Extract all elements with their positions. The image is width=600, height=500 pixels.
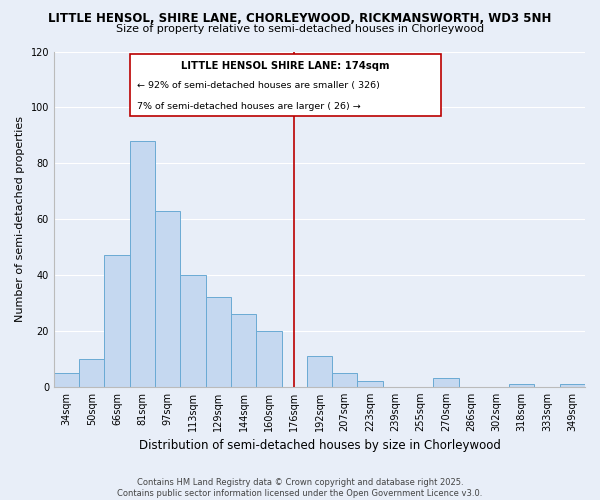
Text: LITTLE HENSOL, SHIRE LANE, CHORLEYWOOD, RICKMANSWORTH, WD3 5NH: LITTLE HENSOL, SHIRE LANE, CHORLEYWOOD, … xyxy=(49,12,551,26)
Bar xyxy=(79,359,104,387)
Bar xyxy=(54,373,79,387)
Bar xyxy=(509,384,535,387)
Text: LITTLE HENSOL SHIRE LANE: 174sqm: LITTLE HENSOL SHIRE LANE: 174sqm xyxy=(181,62,389,72)
Y-axis label: Number of semi-detached properties: Number of semi-detached properties xyxy=(15,116,25,322)
Bar xyxy=(560,384,585,387)
Bar xyxy=(433,378,458,387)
Text: ← 92% of semi-detached houses are smaller ( 326): ← 92% of semi-detached houses are smalle… xyxy=(137,81,380,90)
Bar xyxy=(231,314,256,387)
FancyBboxPatch shape xyxy=(130,54,441,116)
Bar xyxy=(307,356,332,387)
Bar xyxy=(104,256,130,387)
Text: 7% of semi-detached houses are larger ( 26) →: 7% of semi-detached houses are larger ( … xyxy=(137,102,361,111)
X-axis label: Distribution of semi-detached houses by size in Chorleywood: Distribution of semi-detached houses by … xyxy=(139,440,500,452)
Text: Size of property relative to semi-detached houses in Chorleywood: Size of property relative to semi-detach… xyxy=(116,24,484,34)
Bar xyxy=(130,141,155,387)
Bar xyxy=(181,275,206,387)
Bar xyxy=(256,331,281,387)
Bar xyxy=(332,373,358,387)
Bar xyxy=(358,381,383,387)
Bar xyxy=(155,211,181,387)
Bar xyxy=(206,298,231,387)
Text: Contains HM Land Registry data © Crown copyright and database right 2025.
Contai: Contains HM Land Registry data © Crown c… xyxy=(118,478,482,498)
